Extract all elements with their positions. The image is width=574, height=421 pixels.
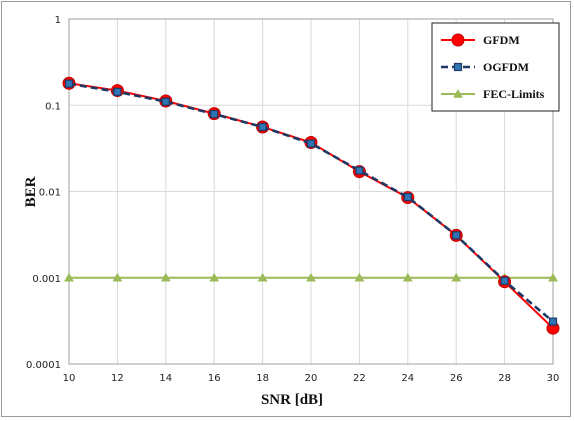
data-point-ogfdm — [403, 193, 412, 202]
series-fec-limits — [64, 272, 558, 282]
legend-items: GFDM OGFDM FEC-Limits — [441, 33, 545, 101]
x-tick-label: 26 — [450, 373, 463, 384]
legend-label-ogfdm: OGFDM — [483, 60, 529, 74]
legend-marker-fec-limits — [453, 88, 463, 98]
data-point-fec-limits — [306, 272, 316, 282]
data-point-fec-limits — [160, 272, 171, 282]
y-tick-label: 0.1 — [45, 101, 61, 112]
x-tick-label: 18 — [256, 373, 269, 384]
series-layer — [62, 76, 560, 335]
x-tick-label: 12 — [111, 373, 124, 384]
x-tick-label: 24 — [401, 373, 414, 384]
data-point-ogfdm — [500, 276, 509, 285]
x-tick-label: 30 — [547, 373, 560, 384]
x-tick-label: 20 — [305, 373, 318, 384]
x-tick-label: 22 — [353, 373, 366, 384]
legend-marker-ogfdm — [453, 62, 463, 72]
data-point-fec-limits — [402, 272, 413, 282]
x-tick-label: 14 — [159, 373, 172, 384]
y-axis-ticks: 0.0001 0.001 0.01 0.1 1 — [26, 15, 61, 371]
data-point-ogfdm — [355, 166, 364, 175]
ber-vs-snr-chart: 0.0001 0.001 0.01 0.1 1 10 12 14 16 18 20 22 24 26 28… — [23, 15, 560, 408]
legend-item-gfdm: GFDM — [441, 33, 520, 47]
data-point-fec-limits — [257, 272, 268, 282]
series-line-ogfdm — [68, 82, 554, 323]
data-point-fec-limits — [354, 272, 365, 282]
data-point-ogfdm — [452, 231, 461, 240]
y-tick-label: 0.0001 — [26, 360, 61, 371]
data-point-ogfdm — [161, 97, 170, 106]
y-tick-label: 0.01 — [39, 188, 61, 199]
data-point-fec-limits — [548, 272, 558, 282]
data-point-ogfdm — [113, 87, 122, 96]
data-point-ogfdm — [64, 79, 74, 88]
y-tick-label: 0.001 — [32, 274, 61, 285]
data-point-ogfdm — [548, 317, 558, 326]
data-point-ogfdm — [306, 139, 316, 148]
data-point-ogfdm — [258, 122, 267, 132]
legend-marker-gfdm — [451, 33, 465, 47]
x-axis-ticks: 10 12 14 16 18 20 22 24 26 28 30 — [63, 373, 560, 384]
x-tick-label: 16 — [208, 373, 221, 384]
legend-item-fec-limits: FEC-Limits — [441, 87, 545, 101]
series-ogfdm — [64, 79, 558, 326]
data-point-fec-limits — [451, 272, 462, 282]
data-point-fec-limits — [209, 272, 220, 282]
y-tick-label: 1 — [55, 15, 61, 26]
data-point-fec-limits — [64, 272, 74, 282]
legend: GFDM OGFDM FEC-Limits — [431, 22, 560, 112]
legend-label-gfdm: GFDM — [483, 33, 520, 47]
legend-item-ogfdm: OGFDM — [441, 60, 529, 74]
y-axis-title: BER — [23, 176, 39, 207]
x-tick-label: 10 — [63, 373, 76, 384]
x-tick-label: 28 — [498, 373, 511, 384]
data-point-fec-limits — [112, 272, 123, 282]
data-point-ogfdm — [210, 109, 219, 119]
x-axis-title: SNR [dB] — [261, 392, 323, 408]
plot-area-border — [68, 18, 554, 365]
legend-label-fec-limits: FEC-Limits — [483, 87, 545, 101]
